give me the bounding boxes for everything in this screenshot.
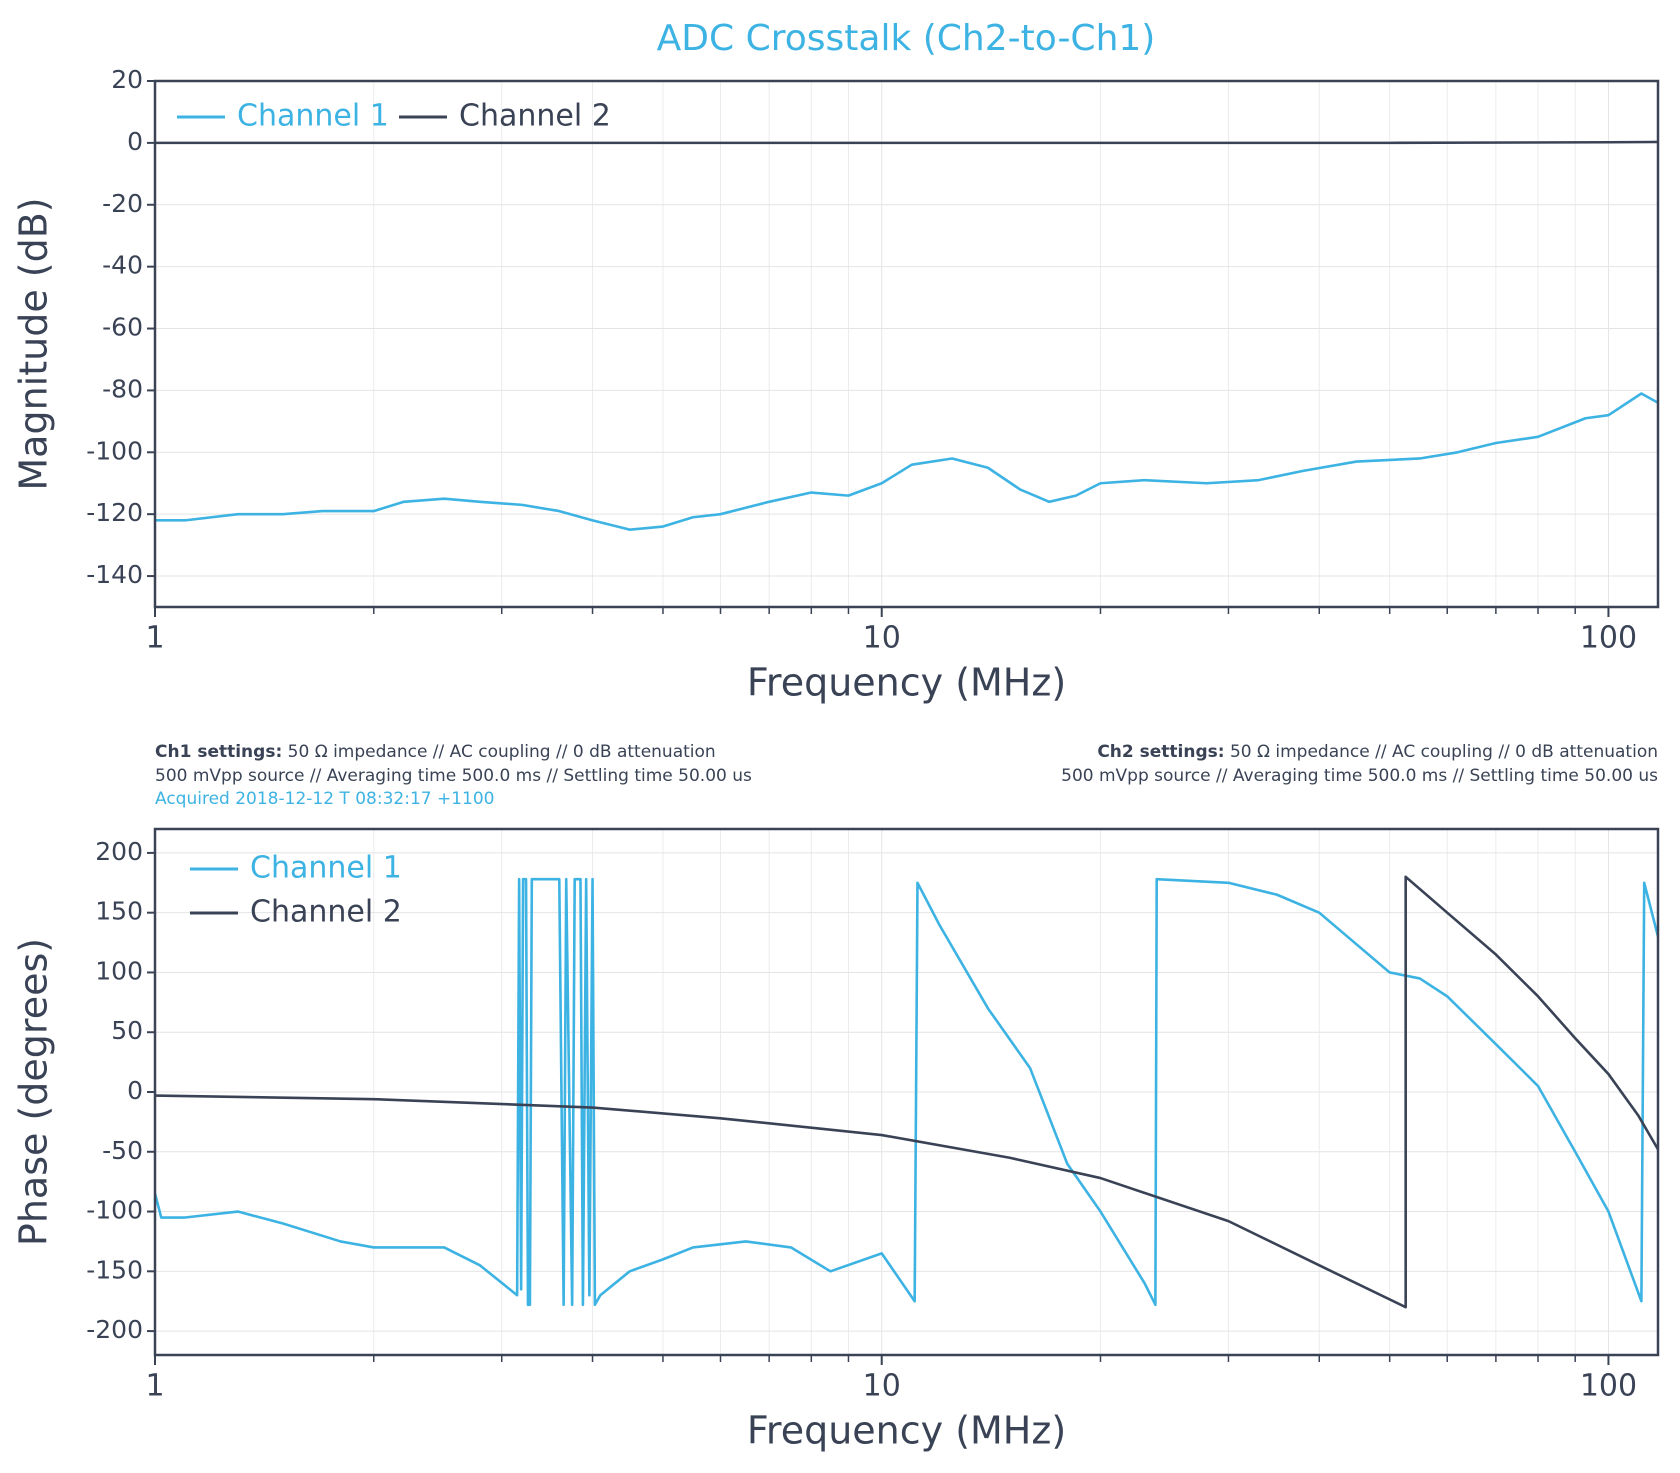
settings-label: Ch2 settings:	[1097, 742, 1224, 762]
acquired-note: Acquired 2018-12-12 T 08:32:17 +1100	[155, 789, 495, 809]
x-tick-label: 1	[145, 621, 164, 656]
y-tick-label: -100	[86, 1196, 143, 1225]
y-tick-label: -140	[86, 560, 143, 589]
y-tick-label: -200	[86, 1315, 143, 1344]
legend-item: Channel 2	[399, 99, 611, 134]
y-tick-label: -60	[102, 313, 143, 342]
settings-note: 500 mVpp source // Averaging time 500.0 …	[1061, 766, 1658, 786]
y-tick-label: 0	[127, 127, 143, 156]
settings-text: 50 Ω impedance // AC coupling // 0 dB at…	[1230, 742, 1658, 762]
settings-label: Ch1 settings:	[155, 742, 282, 762]
legend-label: Channel 2	[250, 895, 402, 930]
series-line	[155, 392, 1658, 531]
legend-label: Channel 1	[250, 851, 402, 886]
plot-frame	[153, 79, 1660, 609]
legend-item: Channel 1	[190, 851, 402, 886]
settings-note: Ch1 settings: 50 Ω impedance // AC coupl…	[155, 742, 716, 762]
series-line	[155, 140, 1658, 145]
y-tick-label: 50	[111, 1016, 143, 1045]
chart-title: ADC Crosstalk (Ch2-to-Ch1)	[657, 18, 1156, 59]
y-tick-label: 0	[127, 1076, 143, 1105]
x-axis-label: Frequency (MHz)	[747, 1409, 1066, 1453]
legend-label: Channel 2	[459, 99, 611, 134]
x-axis-label: Frequency (MHz)	[747, 661, 1066, 705]
settings-text: 50 Ω impedance // AC coupling // 0 dB at…	[288, 742, 716, 762]
y-tick-label: -40	[102, 251, 143, 280]
y-tick-label: -50	[102, 1136, 143, 1165]
x-tick-label: 100	[1580, 1369, 1637, 1404]
y-tick-label: -150	[86, 1255, 143, 1284]
y-tick-label: -120	[86, 498, 143, 527]
y-axis-label: Phase (degrees)	[12, 938, 56, 1246]
series-line	[155, 875, 1658, 1309]
y-tick-label: -80	[102, 374, 143, 403]
x-tick-label: 10	[863, 621, 901, 656]
legend-label: Channel 1	[237, 99, 389, 134]
series-line	[155, 877, 1658, 1307]
legend-item: Channel 2	[190, 895, 402, 930]
y-tick-label: -20	[102, 189, 143, 218]
y-tick-label: 200	[95, 837, 143, 866]
plot-frame	[153, 827, 1660, 1357]
y-tick-label: -100	[86, 436, 143, 465]
y-axis-label: Magnitude (dB)	[12, 197, 56, 490]
x-tick-label: 1	[145, 1369, 164, 1404]
y-tick-label: 150	[95, 897, 143, 926]
legend-item: Channel 1	[177, 99, 389, 134]
y-tick-label: 100	[95, 956, 143, 985]
x-tick-label: 100	[1580, 621, 1637, 656]
x-tick-label: 10	[863, 1369, 901, 1404]
settings-note: Ch2 settings: 50 Ω impedance // AC coupl…	[1097, 742, 1658, 762]
y-tick-label: 20	[111, 65, 143, 94]
settings-note: 500 mVpp source // Averaging time 500.0 …	[155, 766, 752, 786]
